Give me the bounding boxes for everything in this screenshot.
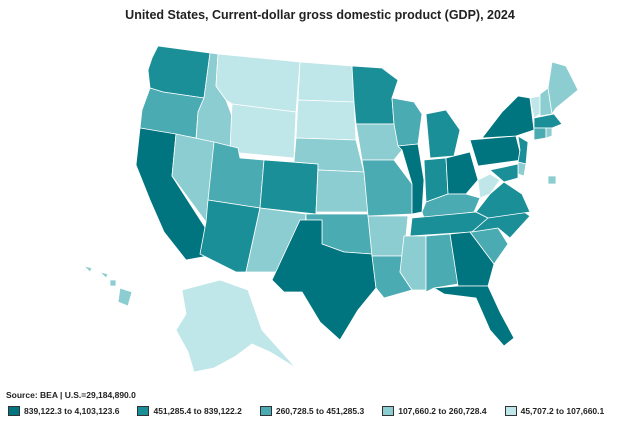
state-CO[interactable] bbox=[259, 159, 319, 215]
legend-swatch-3 bbox=[382, 406, 395, 416]
state-WY[interactable] bbox=[229, 103, 297, 159]
state-PA[interactable] bbox=[469, 135, 523, 167]
legend-label-2: 260,728.5 to 451,285.3 bbox=[275, 406, 365, 416]
state-GA[interactable] bbox=[449, 231, 495, 287]
state-TX[interactable] bbox=[271, 219, 377, 341]
state-IA[interactable] bbox=[355, 123, 403, 161]
legend-item-2: 260,728.5 to 451,285.3 bbox=[259, 406, 365, 416]
state-NY[interactable] bbox=[481, 95, 535, 139]
state-ND[interactable] bbox=[297, 61, 355, 103]
legend-swatch-4 bbox=[504, 406, 517, 416]
legend-item-3: 107,660.2 to 260,728.4 bbox=[382, 406, 487, 416]
state-WI[interactable] bbox=[391, 97, 423, 147]
state-FL[interactable] bbox=[433, 285, 515, 347]
state-RI[interactable] bbox=[545, 127, 553, 139]
state-ME[interactable] bbox=[547, 61, 579, 115]
state-AR[interactable] bbox=[367, 215, 409, 257]
state-HI[interactable] bbox=[83, 265, 133, 307]
state-AL[interactable] bbox=[425, 233, 459, 293]
state-OH[interactable] bbox=[445, 151, 479, 195]
legend-item-1: 451,285.4 to 839,122.2 bbox=[137, 406, 242, 416]
state-MD[interactable] bbox=[489, 163, 519, 183]
state-AK[interactable] bbox=[175, 279, 297, 373]
state-MO[interactable] bbox=[361, 159, 413, 217]
legend-swatch-1 bbox=[137, 406, 150, 416]
legend-swatch-0 bbox=[8, 406, 20, 416]
legend-swatch-2 bbox=[259, 406, 272, 416]
legend-label-3: 107,660.2 to 260,728.4 bbox=[398, 406, 487, 416]
state-DC[interactable] bbox=[547, 175, 557, 185]
state-IL[interactable] bbox=[397, 143, 425, 215]
legend-label-0: 839,122.3 to 4,103,123.6 bbox=[24, 406, 120, 416]
state-DE[interactable] bbox=[517, 161, 527, 177]
state-MT[interactable] bbox=[215, 53, 301, 113]
map-title: United States, Current-dollar gross dome… bbox=[125, 8, 515, 22]
state-MN[interactable] bbox=[351, 65, 399, 125]
legend-item-4: 45,707.2 to 107,660.1 bbox=[504, 406, 605, 416]
state-MS[interactable] bbox=[399, 235, 427, 291]
state-MA[interactable] bbox=[533, 113, 563, 129]
source-note: Source: BEA | U.S.=29,184,890.0 bbox=[6, 390, 136, 400]
legend-item-0: 839,122.3 to 4,103,123.6 bbox=[8, 406, 119, 416]
state-MI[interactable] bbox=[425, 109, 461, 159]
state-CT[interactable] bbox=[533, 127, 547, 141]
map-legend: 839,122.3 to 4,103,123.6 451,285.4 to 83… bbox=[8, 406, 604, 416]
state-KS[interactable] bbox=[315, 169, 369, 213]
state-SD[interactable] bbox=[295, 99, 357, 141]
legend-label-1: 451,285.4 to 839,122.2 bbox=[153, 406, 242, 416]
state-WV[interactable] bbox=[477, 173, 501, 199]
legend-label-4: 45,707.2 to 107,660.1 bbox=[520, 406, 605, 416]
